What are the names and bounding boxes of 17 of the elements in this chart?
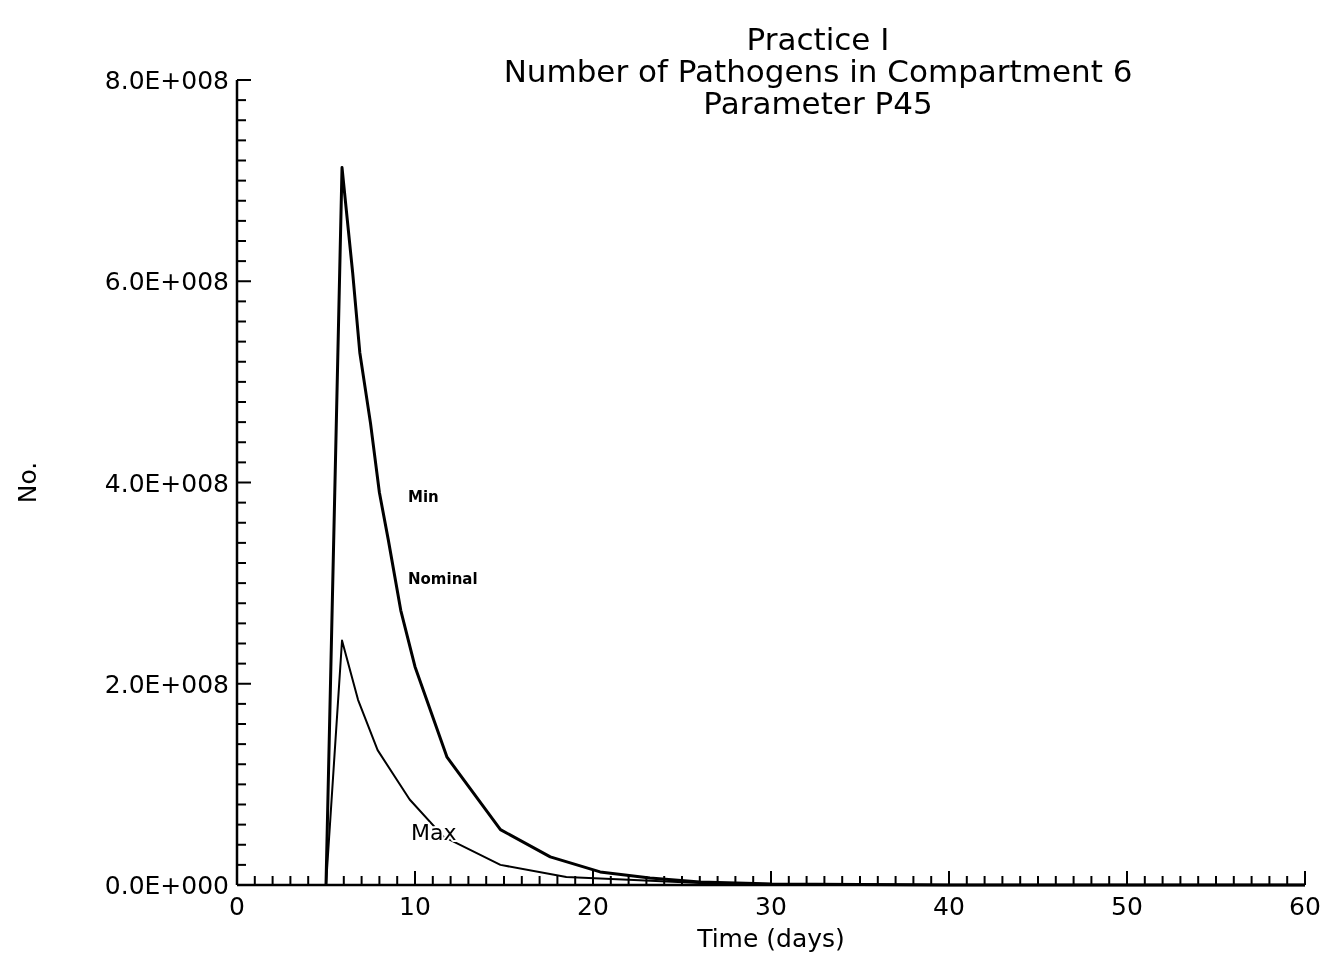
x-tick-label: 50	[1111, 892, 1143, 921]
annotation: Min	[408, 488, 439, 506]
x-axis-title: Time (days)	[696, 924, 845, 953]
y-tick-label: 2.0E+008	[104, 669, 229, 699]
y-tick-label: 0.0E+000	[104, 871, 229, 900]
y-tick-label: 8.0E+008	[104, 66, 229, 95]
x-tick-label: 10	[399, 892, 431, 921]
x-tick-label: 0	[229, 892, 245, 921]
y-axis-title: No.	[13, 461, 42, 504]
annotation: Nominal	[408, 570, 478, 588]
x-tick-label: 30	[755, 892, 787, 921]
y-tick-label: 4.0E+008	[104, 468, 229, 498]
y-tick-label: 6.0E+008	[104, 267, 229, 297]
x-tick-label: 40	[933, 892, 965, 921]
x-tick-label: 20	[577, 892, 609, 921]
x-tick-label: 60	[1289, 892, 1321, 921]
chart-title: Practice I Number of Pathogens in Compartment 6 Parameter P45	[503, 21, 1133, 121]
